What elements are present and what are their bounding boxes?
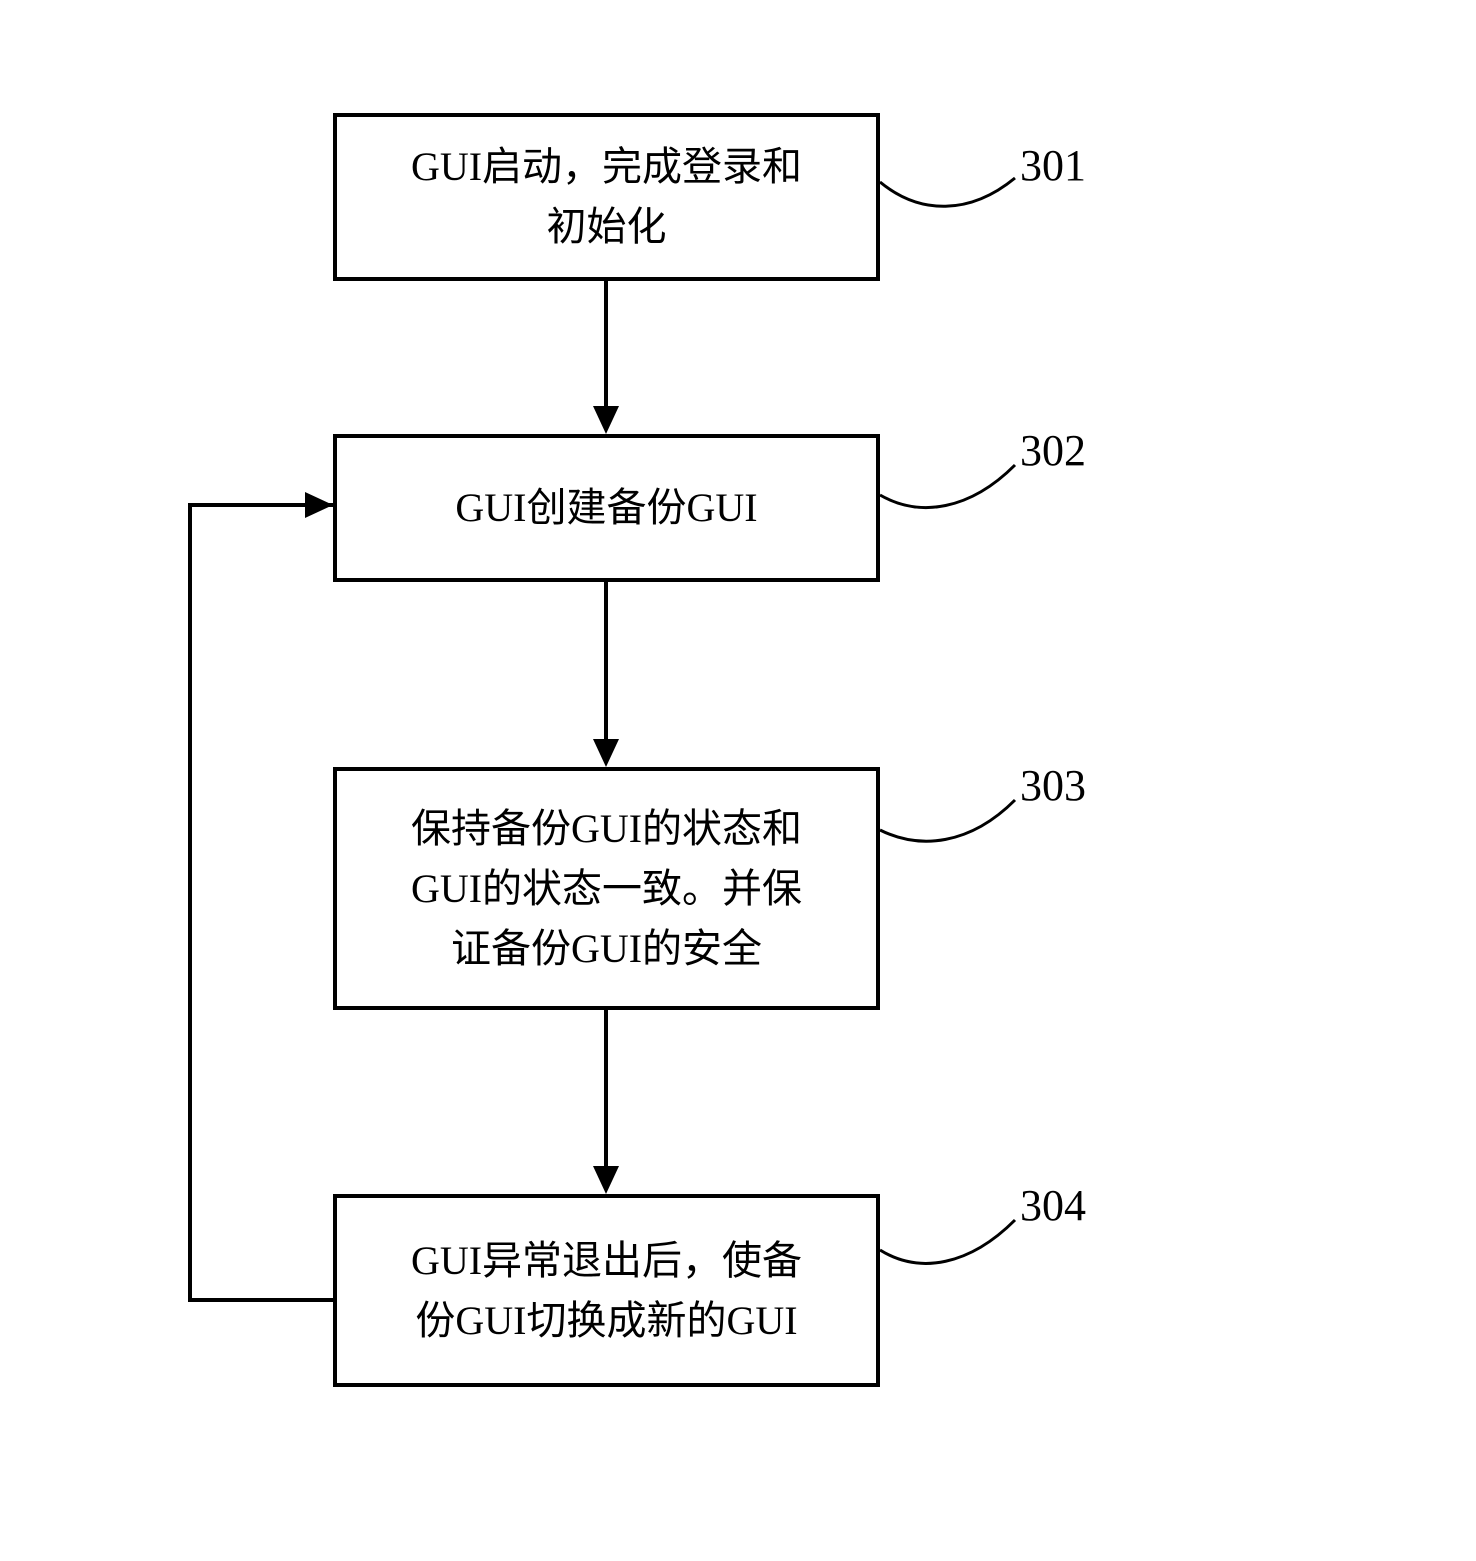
flow-node-302: GUI创建备份GUI	[333, 434, 880, 582]
ref-label-302: 302	[1020, 425, 1086, 476]
flow-node-303: 保持备份GUI的状态和 GUI的状态一致。并保 证备份GUI的安全	[333, 767, 880, 1010]
flow-node-301-text: GUI启动，完成登录和 初始化	[411, 137, 802, 257]
flow-node-301: GUI启动，完成登录和 初始化	[333, 113, 880, 281]
flow-node-304: GUI异常退出后，使备 份GUI切换成新的GUI	[333, 1194, 880, 1387]
flow-node-303-text: 保持备份GUI的状态和 GUI的状态一致。并保 证备份GUI的安全	[411, 799, 802, 979]
ref-label-304: 304	[1020, 1180, 1086, 1231]
ref-label-301: 301	[1020, 140, 1086, 191]
flow-node-302-text: GUI创建备份GUI	[455, 478, 757, 538]
ref-label-303: 303	[1020, 760, 1086, 811]
flow-node-304-text: GUI异常退出后，使备 份GUI切换成新的GUI	[411, 1231, 802, 1351]
